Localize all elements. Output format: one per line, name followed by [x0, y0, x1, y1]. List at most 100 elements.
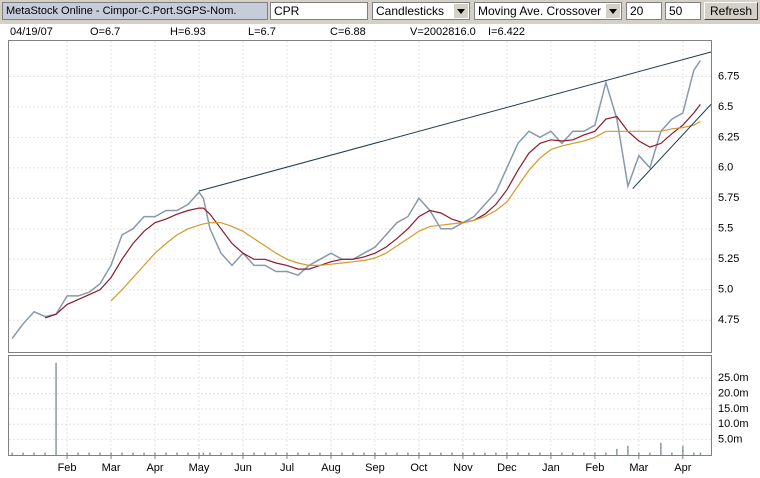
x-tick-label: Jun: [234, 462, 252, 474]
info-indicator: I=6.422: [488, 26, 526, 38]
y-tick-label: 6.5: [718, 101, 733, 113]
volume-bar: [352, 452, 354, 455]
volume-bar: [264, 452, 266, 455]
volume-bar: [418, 452, 420, 455]
volume-bar: [286, 452, 288, 455]
y-tick-label: 25.0m: [718, 372, 749, 384]
x-tick-label: May: [189, 462, 210, 474]
volume-bar: [341, 452, 343, 455]
volume-bar: [110, 452, 112, 455]
volume-bar: [407, 452, 409, 455]
volume-bar: [561, 452, 563, 455]
volume-bar: [209, 452, 211, 455]
volume-bar: [121, 452, 123, 455]
info-date: 04/19/07: [10, 26, 53, 38]
x-tick-label: Feb: [58, 462, 77, 474]
volume-bar: [319, 452, 321, 455]
volume-bar: [660, 442, 662, 455]
x-tick-label: Oct: [410, 462, 427, 474]
volume-bar: [682, 445, 684, 455]
x-tick-label: Jan: [542, 462, 560, 474]
y-tick-label: 5.5: [718, 223, 733, 235]
info-close: C=6.88: [330, 26, 366, 38]
volume-bar: [385, 452, 387, 455]
y-tick-label: 20.0m: [718, 387, 749, 399]
y-tick-label: 5.25: [718, 253, 739, 265]
info-low: L=6.7: [248, 26, 276, 38]
volume-bar: [495, 452, 497, 455]
x-tick-label: Sep: [365, 462, 385, 474]
volume-bar: [308, 452, 310, 455]
volume-bar: [275, 452, 277, 455]
symbol-input[interactable]: CPR: [270, 2, 368, 20]
volume-bar: [528, 452, 530, 455]
dropdown-arrow: [605, 4, 620, 18]
volume-bar: [583, 452, 585, 455]
volume-bar: [154, 452, 156, 455]
info-open: O=6.7: [90, 26, 121, 38]
y-tick-label: 4.75: [718, 314, 739, 326]
volume-bar: [55, 362, 57, 455]
x-tick-label: Aug: [321, 462, 341, 474]
volume-bar: [638, 452, 640, 455]
y-tick-label: 15.0m: [718, 403, 749, 415]
price-frame: [8, 40, 712, 353]
style-select[interactable]: Candlesticks: [372, 2, 470, 20]
series-line: [44, 104, 701, 319]
x-tick-label: Jul: [280, 462, 294, 474]
volume-bar: [253, 452, 255, 455]
x-tick-label: Mar: [102, 462, 121, 474]
indicator-select[interactable]: Moving Ave. Crossover: [474, 2, 622, 20]
volume-bar: [473, 452, 475, 455]
refresh-button[interactable]: Refresh: [704, 2, 758, 20]
volume-bar: [202, 452, 205, 455]
volume-bar: [616, 448, 618, 455]
x-tick-label: Dec: [497, 462, 517, 474]
dropdown-arrow: [453, 4, 468, 18]
volume-bar: [671, 452, 673, 455]
volume-bar: [187, 452, 189, 455]
series-line: [110, 120, 701, 302]
volume-bar: [374, 452, 376, 455]
x-tick-label: Apr: [146, 462, 163, 474]
y-tick-label: 5.0: [718, 284, 733, 296]
x-tick-label: Mar: [629, 462, 648, 474]
volume-bar: [198, 452, 200, 455]
volume-bar: [572, 452, 574, 455]
volume-bar: [297, 452, 299, 455]
volume-bar: [699, 452, 702, 455]
volume-bar: [11, 452, 13, 455]
style-value: Candlesticks: [376, 4, 445, 18]
period2-input[interactable]: 50: [665, 2, 701, 20]
y-tick-label: 5.0m: [718, 434, 742, 446]
volume-bar: [363, 452, 365, 455]
y-tick-label: 6.75: [718, 70, 739, 82]
volume-bar: [143, 452, 145, 455]
volume-bar: [627, 445, 629, 455]
trendline: [198, 51, 712, 192]
volume-bar: [594, 452, 596, 455]
volume-bar: [462, 452, 464, 455]
volume-bar: [649, 452, 651, 455]
volume-bar: [176, 452, 178, 455]
volume-bar: [132, 452, 134, 455]
volume-bar: [693, 452, 695, 455]
volume-frame: [8, 355, 712, 456]
volume-bar: [165, 452, 167, 455]
volume-bar: [220, 452, 222, 455]
volume-bar: [88, 452, 90, 455]
volume-bar: [330, 452, 332, 455]
info-high: H=6.93: [170, 26, 206, 38]
volume-bar: [77, 452, 79, 455]
y-tick-label: 6.0: [718, 162, 733, 174]
volume-bar: [99, 452, 101, 455]
volume-bar: [605, 452, 607, 455]
volume-bar: [550, 452, 552, 455]
volume-bar: [440, 452, 442, 455]
y-tick-label: 5.75: [718, 192, 739, 204]
volume-bar: [517, 452, 519, 455]
period1-input[interactable]: 20: [626, 2, 662, 20]
volume-bar: [33, 452, 35, 455]
volume-bar: [429, 452, 431, 455]
